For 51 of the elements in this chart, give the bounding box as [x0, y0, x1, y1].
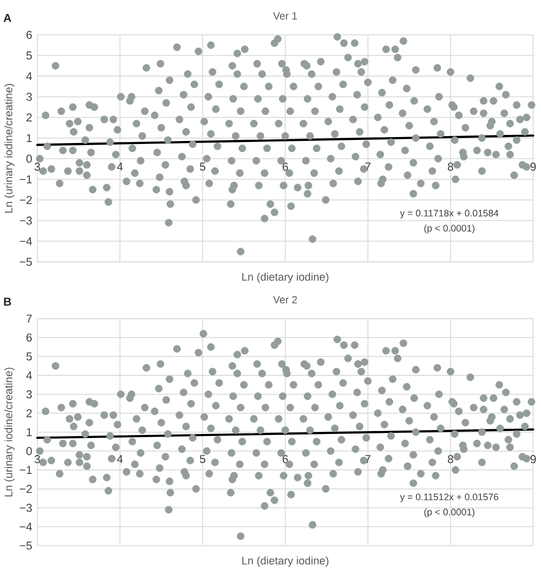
annotation: y = 0.11512x + 0.01576 — [400, 494, 498, 502]
annotation: (p < 0.0001) — [424, 508, 474, 518]
x-tick-label: 3 — [34, 455, 40, 464]
x-axis-title: Ln (dietary iodine) — [242, 272, 328, 283]
y-tick-label: 5 — [26, 352, 32, 360]
y-tick-label: −5 — [20, 542, 32, 550]
x-tick-label: 5 — [200, 162, 206, 171]
x-tick-label: 4 — [116, 162, 123, 171]
y-tick-label: 0 — [26, 154, 32, 163]
y-tick-label: −1 — [20, 466, 32, 474]
y-tick-label: −2 — [20, 196, 32, 204]
y-tick-label: 5 — [26, 51, 32, 60]
y-tick-label: −5 — [20, 258, 32, 266]
annotation: y = 0.11718x + 0.01584 — [400, 210, 498, 218]
y-tick-label: 3 — [26, 92, 32, 101]
y-axis-title: Ln (urinary iodine/creatine) — [4, 84, 14, 213]
text: A — [4, 14, 12, 22]
x-tick-label: 8 — [448, 162, 454, 171]
y-tick-label: −3 — [20, 504, 32, 512]
y-tick-label: 2 — [26, 113, 32, 122]
y-axis-title: Ln (urinary iodine/creatine) — [4, 368, 14, 496]
y-tick-label: 6 — [26, 30, 32, 39]
y-tick-label: 6 — [26, 333, 32, 342]
x-tick-label: 6 — [282, 162, 288, 171]
x-tick-label: 3 — [34, 162, 40, 171]
y-tick-label: 4 — [26, 371, 32, 380]
y-tick-label: −2 — [20, 484, 32, 493]
annotation: (p < 0.0001) — [424, 224, 474, 234]
y-tick-label: −1 — [20, 175, 32, 184]
x-tick-label: 8 — [448, 455, 454, 464]
y-tick-label: −4 — [20, 237, 32, 246]
x-tick-label: 4 — [116, 455, 123, 463]
chart-title: Ver 2 — [273, 296, 297, 304]
x-tick-label: 9 — [530, 455, 536, 464]
y-tick-label: 1 — [26, 134, 32, 142]
y-tick-label: 4 — [26, 72, 32, 80]
x-tick-label: 7 — [365, 455, 370, 463]
y-tick-label: 3 — [26, 390, 32, 398]
y-tick-label: −4 — [20, 522, 32, 531]
x-tick-label: 7 — [365, 162, 370, 171]
y-tick-label: 0 — [26, 447, 32, 456]
y-tick-label: 2 — [26, 409, 32, 418]
y-tick-label: 1 — [26, 428, 32, 436]
x-tick-label: 6 — [282, 455, 288, 464]
x-axis-title: Ln (dietary iodine) — [242, 556, 328, 567]
text: B — [4, 298, 11, 306]
y-tick-label: 7 — [26, 314, 32, 323]
x-tick-label: 9 — [530, 162, 536, 171]
y-tick-label: −3 — [20, 216, 32, 225]
x-tick-label: 5 — [200, 455, 206, 464]
chart-title: Ver 1 — [273, 12, 297, 20]
